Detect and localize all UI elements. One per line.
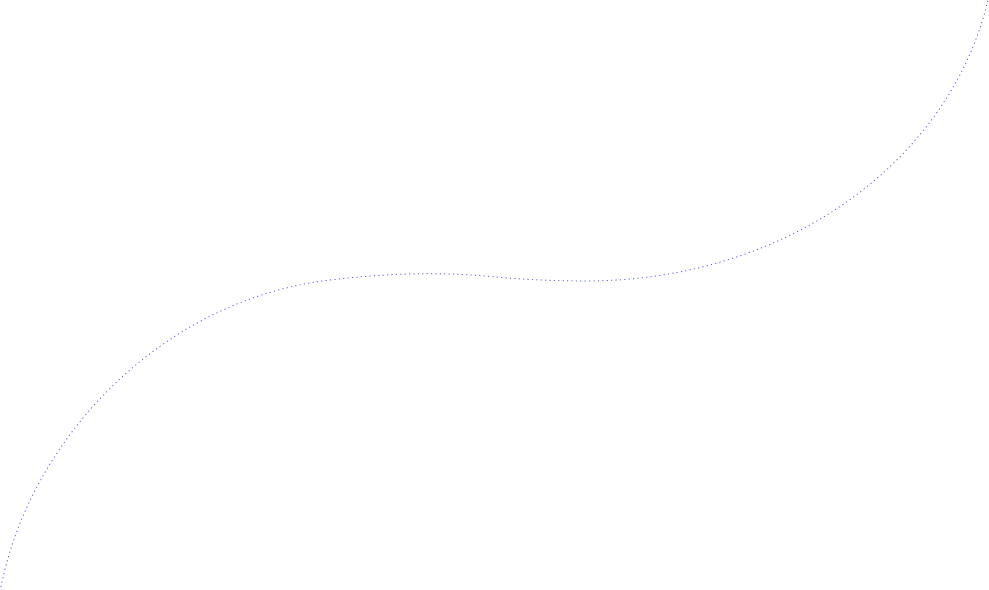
background xyxy=(0,0,989,590)
canvas xyxy=(0,0,989,590)
page: (() => { const data = JSON.parse(documen… xyxy=(0,0,989,590)
